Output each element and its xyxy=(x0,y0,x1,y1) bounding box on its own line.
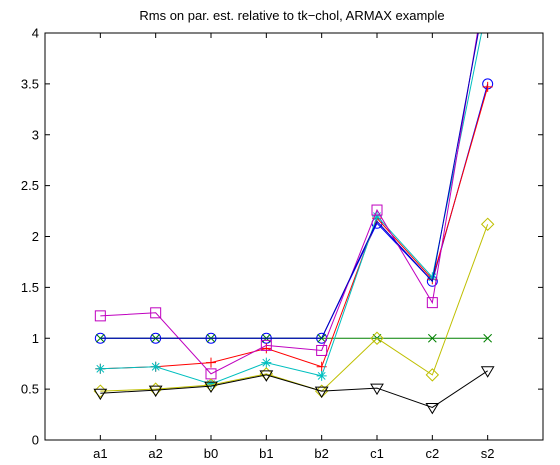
series-line xyxy=(100,370,488,408)
y-tick-label: 4 xyxy=(32,26,39,41)
marker-triangle-down xyxy=(480,366,495,378)
marker-star xyxy=(261,357,272,368)
y-tick-label: 1.5 xyxy=(21,280,39,295)
marker-star xyxy=(95,363,106,374)
y-tick-label: 3.5 xyxy=(21,76,39,91)
marker-square xyxy=(260,339,272,351)
x-tick-label: b0 xyxy=(204,446,218,461)
series-4 xyxy=(95,33,483,390)
marker-diamond xyxy=(480,217,495,231)
marker-triangle-down xyxy=(148,385,163,398)
marker-square xyxy=(150,307,162,319)
series-line xyxy=(100,86,489,370)
y-tick-label: 2 xyxy=(32,229,39,244)
marker-diamond xyxy=(204,378,218,392)
x-tick-label: b2 xyxy=(314,446,328,461)
y-tick-label: 0.5 xyxy=(21,382,39,397)
marker-plus xyxy=(206,357,216,368)
series-layer xyxy=(93,33,495,415)
y-tick-label: 0 xyxy=(32,433,39,448)
marker-diamond xyxy=(425,368,440,382)
series-5 xyxy=(94,33,478,380)
x-tick-label: a1 xyxy=(93,446,107,461)
marker-star xyxy=(427,272,438,283)
marker-triangle-down xyxy=(93,388,108,401)
x-tick-label: a2 xyxy=(148,446,162,461)
marker-star xyxy=(150,361,161,372)
marker-plus xyxy=(482,81,493,92)
marker-triangle-down xyxy=(370,383,384,396)
chart-title: Rms on par. est. relative to tk−chol, AR… xyxy=(139,8,444,23)
marker-triangle-down xyxy=(204,381,218,394)
marker-triangle-down xyxy=(259,370,274,382)
x-tick-label: c1 xyxy=(370,446,384,461)
x-tick-label: s2 xyxy=(481,446,495,461)
marker-diamond xyxy=(148,382,163,396)
y-tick-label: 2.5 xyxy=(21,178,39,193)
y-tick-label: 3 xyxy=(32,127,39,142)
marker-square xyxy=(316,344,328,356)
marker-star xyxy=(316,370,327,381)
x-tick-label: b1 xyxy=(259,446,273,461)
marker-square xyxy=(371,204,383,216)
series-line xyxy=(100,33,483,385)
axes-layer: 0 0.5 1 1.5 2 2.5 3 3.5 4 a1 a2 b0 b1 b2 c1 c2 s2 xyxy=(21,26,544,461)
marker-x xyxy=(483,333,493,343)
series-8 xyxy=(100,33,479,339)
series-line xyxy=(100,33,478,375)
y-tick-label: 1 xyxy=(32,331,39,346)
marker-star xyxy=(206,379,216,390)
marker-diamond xyxy=(370,331,384,345)
series-line xyxy=(100,33,479,339)
marker-square xyxy=(94,310,106,322)
marker-triangle-down xyxy=(314,386,329,399)
x-tick-label: c2 xyxy=(425,446,439,461)
marker-square xyxy=(426,297,438,309)
series-7 xyxy=(93,366,495,415)
marker-star xyxy=(372,211,382,222)
marker-x xyxy=(427,333,437,343)
marker-triangle-down xyxy=(425,402,440,415)
marker-diamond xyxy=(259,367,274,381)
